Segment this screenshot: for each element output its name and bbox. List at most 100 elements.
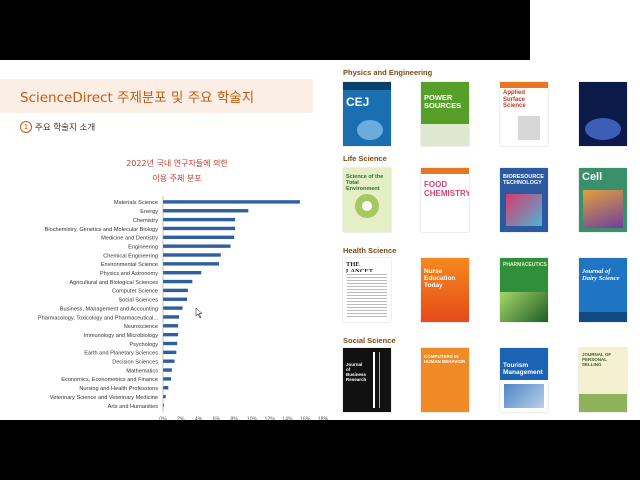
category-label: Neuroscience — [124, 324, 158, 330]
bar — [163, 332, 179, 337]
mouse-cursor-icon — [195, 307, 203, 319]
category-label: Pharmacology, Toxicology and Pharmaceuti… — [38, 315, 159, 321]
journal-title: JOURNAL OF PERSONAL SELLING — [582, 352, 612, 367]
category-label: Energy — [140, 209, 158, 215]
bar — [163, 253, 221, 257]
chart-title-line-2: 이용 주제 분포 — [152, 174, 202, 183]
bar — [163, 262, 219, 266]
x-tick-label: 2% — [177, 416, 185, 420]
partially-hidden-cover[interactable] — [579, 82, 627, 146]
x-tick-label: 14% — [282, 416, 293, 420]
category-label: Business, Management and Accounting — [60, 306, 158, 312]
bar — [163, 341, 178, 346]
category-label: Chemistry — [133, 218, 158, 224]
cej-cover[interactable]: CEJ — [343, 82, 391, 146]
section-label-physics-engineering: Physics and Engineering — [343, 68, 433, 77]
category-label: Economics, Econometrics and Finance — [61, 377, 158, 383]
cell-cover[interactable]: Cell — [579, 168, 627, 232]
bar — [163, 350, 177, 355]
tourism-management-title: Tourism Management — [503, 362, 543, 376]
journal-cover[interactable]: JOURNAL OF PERSONAL SELLING — [579, 348, 627, 412]
chart-title-line-1: 2022년 국내 연구자들에 의한 — [126, 159, 228, 168]
dairy-science-cover[interactable]: Journal of Dairy Science — [579, 258, 627, 322]
bar — [163, 359, 175, 363]
journal-of-power-sources-cover[interactable]: POWER SOURCES — [421, 82, 469, 146]
bar — [163, 368, 172, 372]
bar — [163, 235, 235, 239]
power-sources-title: POWER SOURCES — [424, 93, 462, 110]
total-environment-title: Science of the Total Environment — [346, 174, 384, 192]
food-chemistry-cover[interactable]: FOOD CHEMISTRY — [421, 168, 469, 232]
bar — [163, 324, 179, 328]
lancet-title: THE LANCET — [346, 261, 373, 275]
computers-in-human-behavior-cover[interactable]: COMPUTERS IN HUMAN BEHAVIOR — [421, 348, 469, 412]
bar — [163, 209, 249, 213]
bar — [163, 306, 183, 310]
category-label: Psychology — [129, 342, 158, 348]
applied-surface-science-cover[interactable]: Applied Surface Science — [500, 82, 548, 146]
pharmaceutics-title: PHARMACEUTICS — [503, 262, 547, 268]
category-label: Environmental Science — [101, 262, 158, 268]
x-tick-label: 8% — [230, 416, 238, 420]
x-tick-label: 18% — [318, 416, 329, 420]
bar — [163, 271, 202, 275]
presentation-slide: ScienceDirect 주제분포 및 주요 학술지 1 주요 학술지 소개 … — [0, 60, 640, 420]
category-label: Earth and Planetary Sciences — [84, 351, 158, 357]
bar — [163, 217, 235, 222]
x-tick-label: 16% — [300, 416, 311, 420]
nurse-education-today-title: Nurse Education Today — [424, 268, 456, 289]
nurse-education-today-cover[interactable]: Nurse Education Today — [421, 258, 469, 322]
bar — [163, 394, 166, 399]
category-label: Mathematics — [126, 368, 158, 374]
bar — [163, 226, 235, 231]
bar — [163, 288, 188, 293]
subtitle-number-badge: 1 — [20, 121, 32, 133]
lancet-cover[interactable]: THE LANCET — [343, 258, 391, 322]
x-tick-label: 10% — [247, 416, 258, 420]
bar — [163, 377, 171, 381]
bar — [163, 315, 179, 319]
dairy-science-title: Journal of Dairy Science — [582, 268, 620, 282]
applied-surface-science-title: Applied Surface Science — [503, 90, 526, 109]
popup-panel — [530, 0, 640, 60]
bioresource-technology-cover[interactable]: BIORESOURCE TECHNOLOGY — [500, 168, 548, 232]
business-research-cover[interactable]: Journal of Business Research — [343, 348, 391, 412]
category-label: Veterinary Science and Veterinary Medici… — [50, 395, 158, 401]
subject-distribution-chart: Materials Science Energy Chemistry Biochemi… — [38, 196, 329, 420]
section-label-life-science: Life Science — [343, 154, 387, 163]
category-label: Immunology and Microbiology — [84, 333, 159, 339]
bar — [163, 403, 164, 408]
cej-title: CEJ — [346, 95, 370, 109]
section-label-social-science: Social Science — [343, 336, 396, 345]
pharmaceutics-cover[interactable]: PHARMACEUTICS — [500, 258, 548, 322]
bioresource-technology-title: BIORESOURCE TECHNOLOGY — [503, 174, 544, 186]
title-banner — [0, 79, 313, 113]
bar — [163, 386, 169, 390]
category-label: Medicine and Dentistry — [101, 236, 158, 242]
business-research-title: Journal of Business Research — [346, 362, 367, 382]
cell-title: Cell — [582, 171, 603, 183]
x-tick-label: 6% — [213, 416, 221, 420]
slide-subtitle: 주요 학술지 소개 — [35, 123, 96, 133]
x-tick-label: 4% — [195, 416, 203, 420]
food-chemistry-title: FOOD CHEMISTRY — [424, 180, 469, 198]
category-label: Engineering — [128, 244, 158, 250]
category-label: Social Sciences — [119, 298, 159, 304]
category-label: Biochemistry, Genetics and Molecular Bio… — [45, 227, 159, 233]
category-label: Physics and Astronomy — [100, 271, 158, 277]
bar — [163, 279, 193, 284]
slide-title: ScienceDirect 주제분포 및 주요 학술지 — [20, 90, 255, 106]
category-label: Agricultural and Biological Sciences — [69, 280, 158, 286]
total-environment-cover[interactable]: Science of the Total Environment — [343, 168, 391, 232]
tourism-management-cover[interactable]: Tourism Management — [500, 348, 548, 412]
category-label: Materials Science — [114, 200, 158, 206]
bar — [163, 297, 187, 301]
category-label: Computer Science — [112, 289, 158, 295]
x-tick-label: 12% — [264, 416, 275, 420]
section-label-health-science: Health Science — [343, 246, 397, 255]
computers-in-human-behavior-title: COMPUTERS IN HUMAN BEHAVIOR — [424, 354, 466, 364]
bar — [163, 200, 300, 204]
category-label: Nursing and Health Professions — [79, 386, 158, 392]
category-label: Decision Sciences — [112, 360, 158, 366]
category-label: Chemical Engineering — [103, 253, 158, 259]
